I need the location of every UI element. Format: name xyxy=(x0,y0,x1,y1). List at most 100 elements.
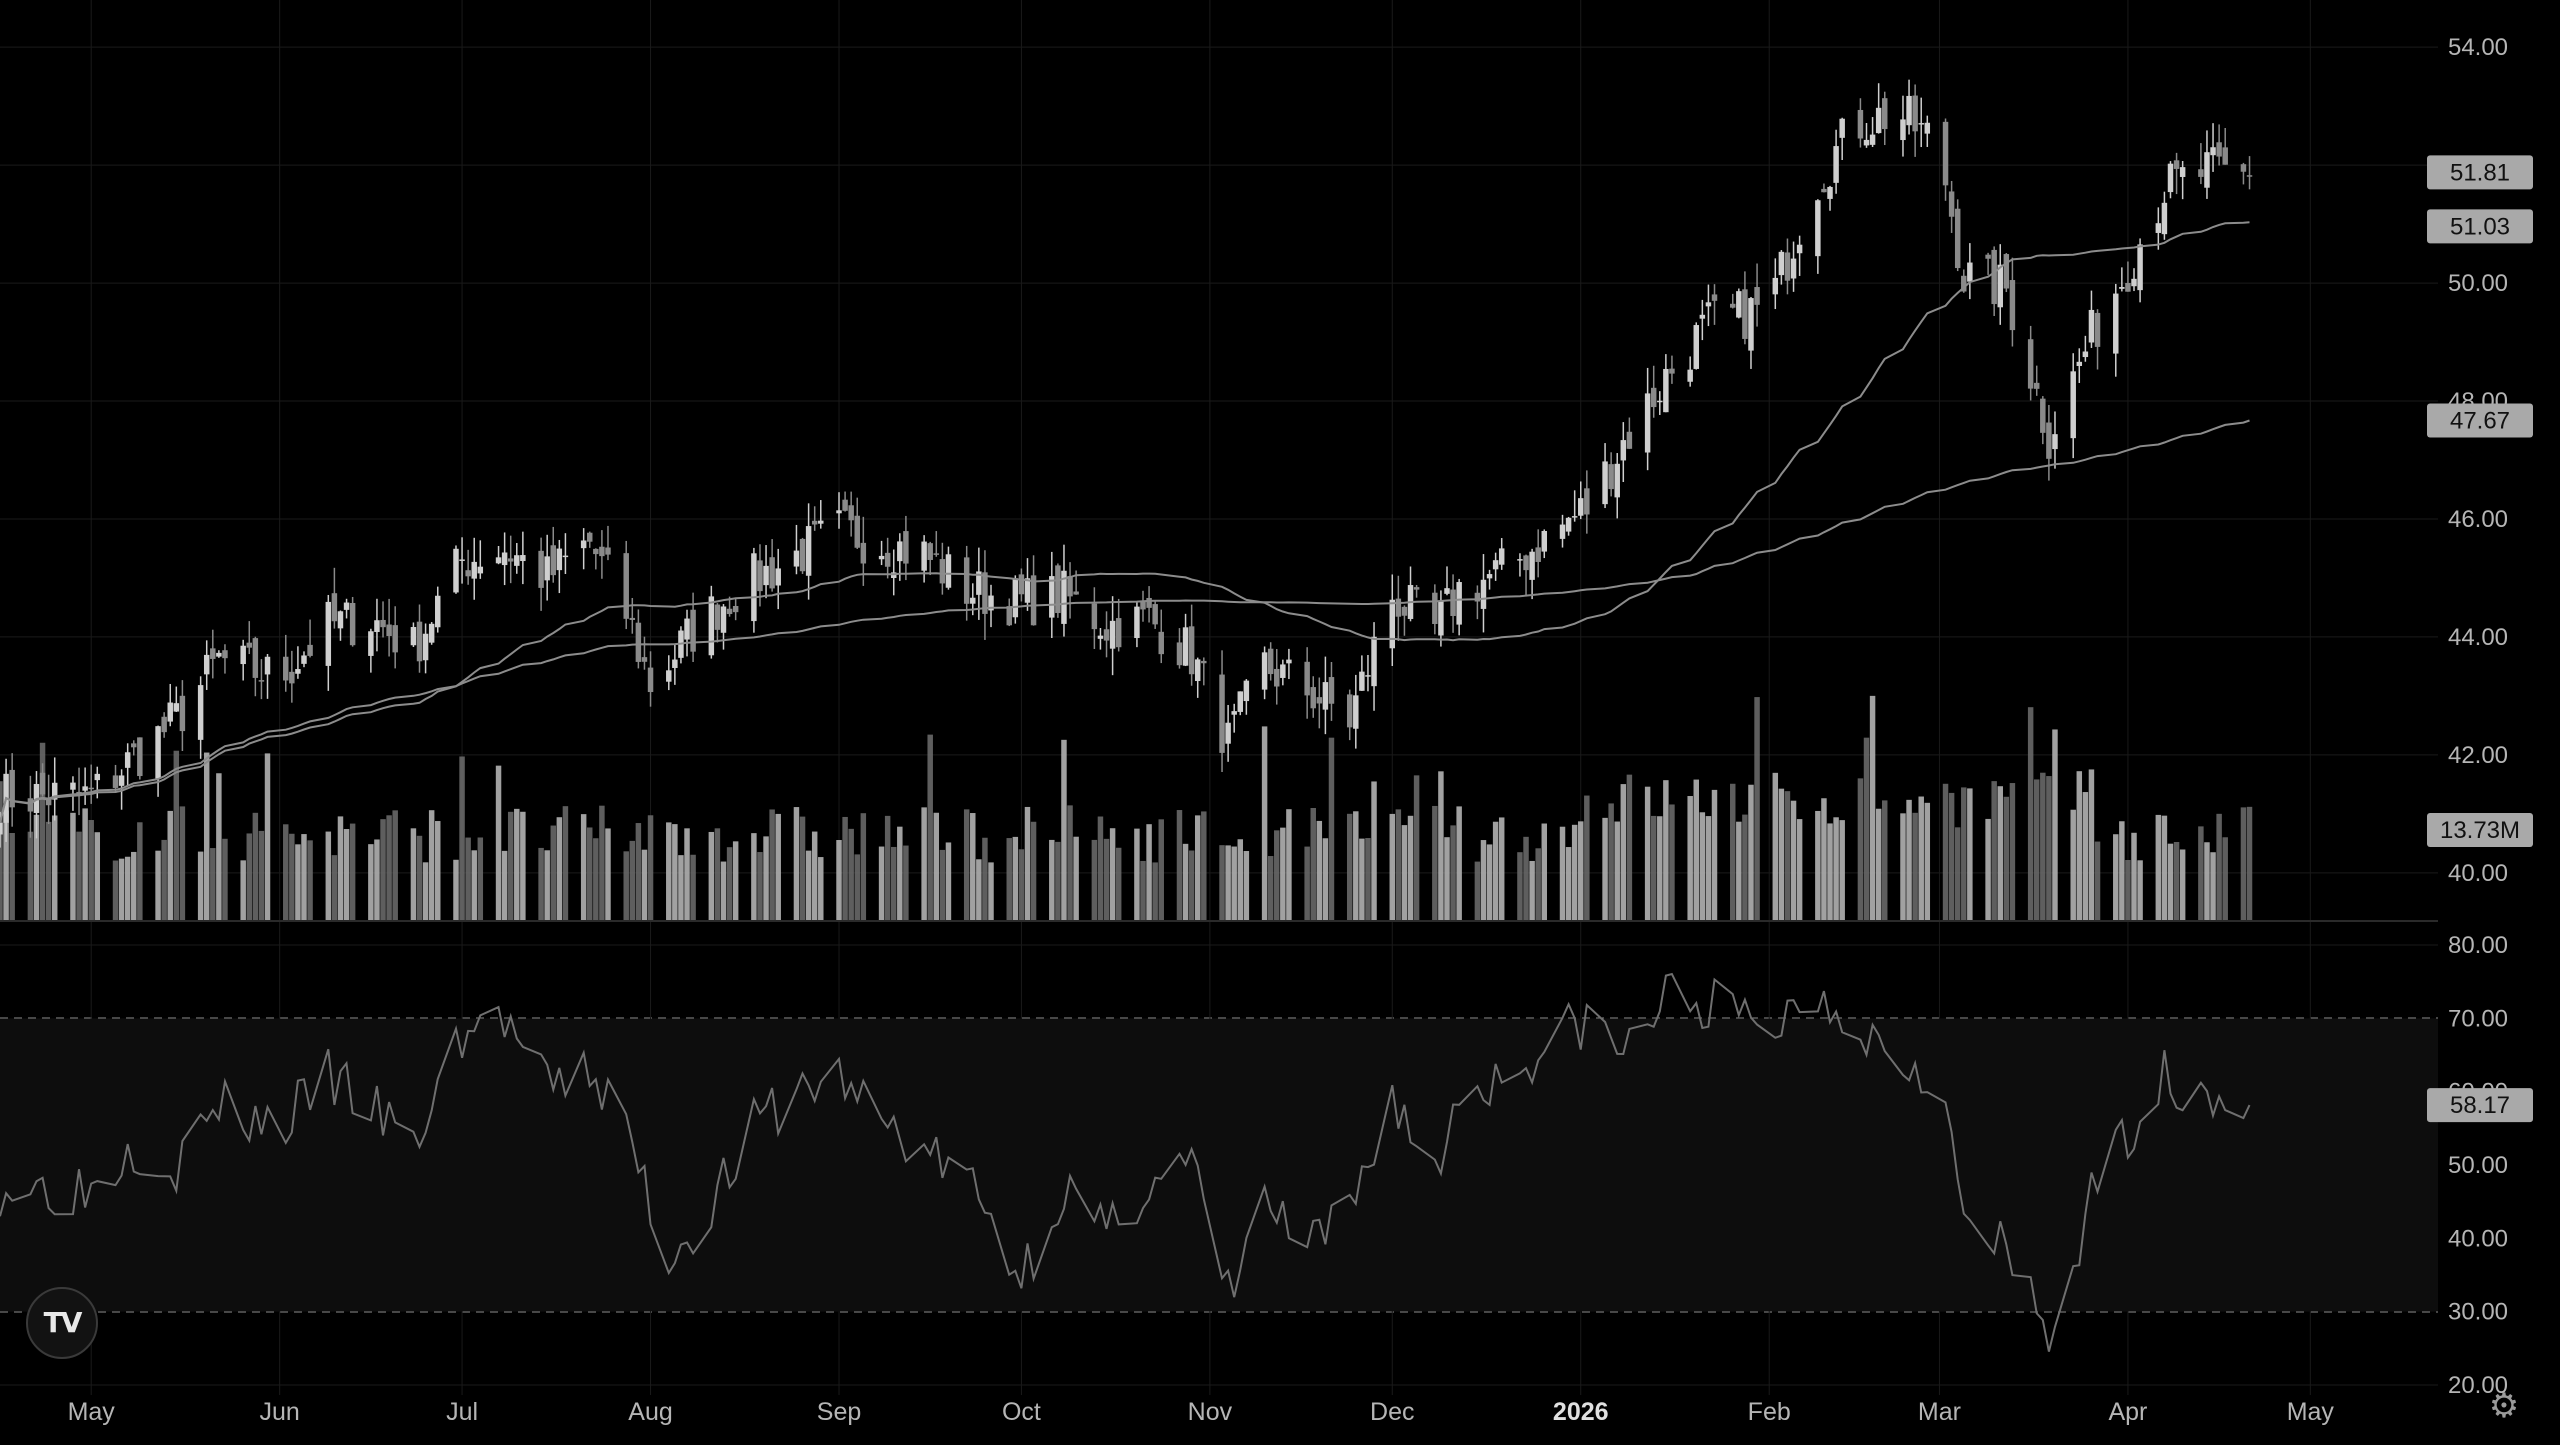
volume-bar xyxy=(1517,852,1523,920)
time-tick-label: Aug xyxy=(628,1398,672,1426)
candle-body xyxy=(514,555,520,566)
candle-body xyxy=(1839,118,1845,138)
candle-body xyxy=(1948,191,1955,217)
volume-bar xyxy=(1097,816,1104,920)
volume-bar xyxy=(1450,825,1456,920)
volume-bar xyxy=(1857,778,1864,920)
candle-body xyxy=(684,618,690,640)
volume-bar xyxy=(2198,826,2204,920)
volume-bar xyxy=(2179,849,2186,920)
candle-body xyxy=(1474,592,1481,602)
volume-bar xyxy=(1742,814,1748,920)
candle-body xyxy=(2167,163,2174,193)
candle-body xyxy=(2052,434,2058,450)
candle-body xyxy=(1188,626,1195,675)
volume-bar xyxy=(1498,817,1505,920)
volume-bar xyxy=(471,850,477,920)
candle-body xyxy=(1182,627,1189,666)
volume-bar xyxy=(982,837,988,920)
candle-body xyxy=(70,782,76,790)
volume-bar xyxy=(1115,847,1122,920)
volume-bar xyxy=(2210,852,2216,920)
ma-long-price-label-bg xyxy=(2427,403,2533,438)
volume-bar xyxy=(550,825,556,920)
volume-bar xyxy=(1346,813,1353,920)
candle-body xyxy=(1705,302,1712,307)
candle-body xyxy=(216,652,222,657)
candle-body xyxy=(1942,121,1949,186)
candle-body xyxy=(1657,400,1663,403)
volume-bar xyxy=(1985,818,1991,920)
volume-bar xyxy=(2113,834,2119,920)
volume-bar xyxy=(1365,838,1371,920)
candle-body xyxy=(593,548,599,555)
candle-body xyxy=(307,644,313,656)
candle-body xyxy=(2216,142,2222,157)
candle-body xyxy=(672,659,678,668)
volume-bar xyxy=(283,824,289,920)
candle-body xyxy=(1134,606,1140,639)
candle-body xyxy=(222,650,228,659)
volume-bar xyxy=(2070,809,2076,920)
candle-body xyxy=(1438,600,1444,636)
time-axis[interactable]: May Jun Jul Aug Sep Oct Nov Dec 2026 Feb Mar Apr May xyxy=(68,1398,2335,1426)
volume-bar xyxy=(2119,821,2125,920)
candle-body xyxy=(1018,574,1025,595)
candle-body xyxy=(793,550,800,567)
volume-bar xyxy=(1134,828,1140,920)
volume-bar xyxy=(1571,824,1578,920)
volume-bar xyxy=(465,837,471,920)
candle-body xyxy=(1663,368,1669,413)
volume-bar xyxy=(623,851,629,920)
candle-body xyxy=(210,648,216,659)
time-tick-label: Apr xyxy=(2108,1398,2147,1426)
volume-bar xyxy=(3,810,9,920)
volume-bar xyxy=(1280,827,1286,920)
price-tick-label: 50.00 xyxy=(2448,270,2508,297)
candle-body xyxy=(2076,361,2083,366)
gear-icon[interactable]: ⚙ xyxy=(2488,1387,2520,1425)
volume-bar xyxy=(897,826,903,920)
candle-body xyxy=(854,515,860,548)
volume-bar xyxy=(1030,821,1037,920)
volume-bar xyxy=(307,840,313,920)
volume-bar xyxy=(769,809,775,920)
volume-bar xyxy=(1644,786,1651,920)
volume-bar xyxy=(678,855,684,920)
volume-bar xyxy=(1389,813,1396,920)
candle-body xyxy=(1176,642,1183,666)
volume-bar xyxy=(501,850,508,920)
candle-body xyxy=(1450,589,1456,617)
volume-bar xyxy=(1073,836,1079,920)
volume-bar xyxy=(264,753,271,920)
volume-bar xyxy=(1261,726,1268,920)
volume-bar xyxy=(295,844,301,920)
volume-bar xyxy=(1833,817,1839,920)
volume-bar xyxy=(2167,843,2174,920)
volume-bar xyxy=(763,836,769,920)
candle-body xyxy=(1267,648,1274,675)
candle-body xyxy=(27,798,34,812)
candle-body xyxy=(1328,677,1335,704)
volume-bar xyxy=(240,860,246,920)
logo-badge[interactable]: TV xyxy=(26,1287,98,1359)
volume-bar xyxy=(1304,846,1310,920)
volume-bar xyxy=(556,817,563,920)
volume-bar xyxy=(811,831,818,920)
volume-bar xyxy=(252,812,259,920)
candle-body xyxy=(1924,122,1931,134)
candle-body xyxy=(921,541,927,571)
volume-bar xyxy=(2033,779,2040,920)
volume-bar xyxy=(805,850,812,920)
volume-bar xyxy=(1693,779,1700,920)
volume-bar xyxy=(1456,806,1462,920)
volume-bar xyxy=(203,752,210,920)
volume-bar xyxy=(1486,844,1493,920)
volume-bar xyxy=(587,827,593,920)
volume-bar xyxy=(1018,849,1025,920)
volume-bar xyxy=(1663,780,1669,920)
volume-bar xyxy=(137,822,143,920)
volume-bar xyxy=(422,862,429,920)
